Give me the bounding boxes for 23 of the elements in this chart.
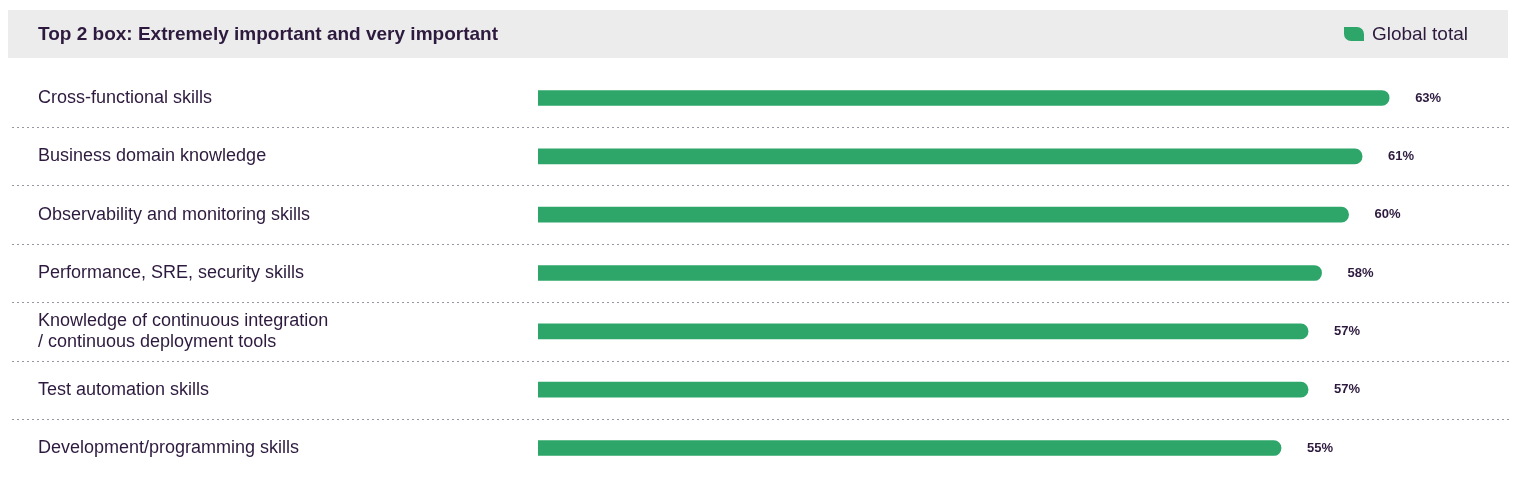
bar xyxy=(538,323,1309,340)
bar xyxy=(538,148,1363,165)
data-label: 58% xyxy=(1347,264,1375,280)
bar xyxy=(538,206,1349,223)
y-tick-label: Observability and monitoring skills xyxy=(38,203,311,224)
bar xyxy=(538,90,1390,106)
y-tick-label: Cross-functional skills xyxy=(38,86,213,107)
data-label: 57% xyxy=(1334,381,1361,397)
data-label: 57% xyxy=(1334,322,1361,338)
data-label: 60% xyxy=(1374,206,1402,222)
y-tick-label: Business domain knowledge xyxy=(38,145,267,166)
y-tick-label: Test automation skills xyxy=(38,378,210,399)
data-label: 63% xyxy=(1415,89,1442,105)
text: Top 2 box: Extremely important and very important xyxy=(38,23,498,45)
bar xyxy=(538,381,1309,398)
y-tick-label: Development/programming skills xyxy=(38,437,300,457)
data-label: 55% xyxy=(1307,439,1334,455)
bar xyxy=(538,440,1282,456)
data-label: 61% xyxy=(1388,147,1415,163)
y-tick-label: Knowledge of continuous integration / continuous deployment tools xyxy=(38,309,329,352)
legend-label: Global total xyxy=(1371,23,1468,45)
bar xyxy=(538,265,1322,281)
y-tick-label: Performance, SRE, security skills xyxy=(38,261,305,282)
